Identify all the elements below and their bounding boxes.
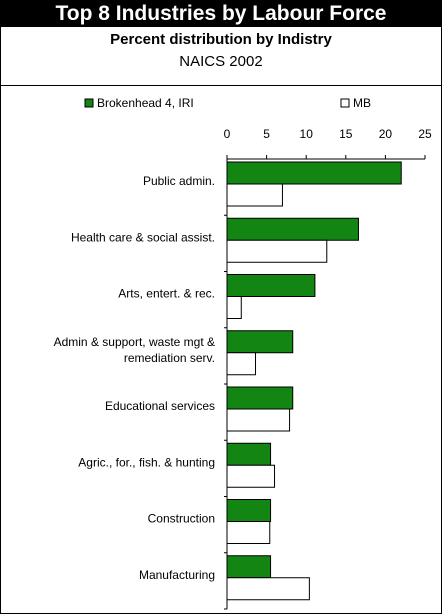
category-labels: Public admin. Health care & social assist… — [54, 174, 215, 582]
x-tick-label: 20 — [379, 127, 393, 141]
bar-mb — [226, 521, 271, 544]
bar-mb — [226, 577, 310, 601]
x-tick-label: 15 — [339, 127, 353, 141]
category-label: Admin & support, waste mgt & — [54, 335, 215, 349]
bar-mb — [226, 183, 283, 207]
legend-label-1: Brokenhead 4, IRI — [97, 96, 194, 110]
category-label: Construction — [148, 512, 215, 526]
bar-brokenhead — [226, 555, 272, 579]
legend-swatch-1 — [84, 98, 94, 108]
bar-brokenhead — [226, 442, 272, 466]
bar-mb — [226, 296, 242, 319]
x-tick-label: 10 — [300, 127, 314, 141]
category-label: remediation serv. — [124, 351, 215, 365]
bar-chart: Brokenhead 4, IRI MB 0 5 10 15 20 25 Public ad… — [54, 96, 432, 610]
bar-mb — [226, 408, 291, 432]
category-label: Educational services — [105, 399, 215, 413]
category-label: Public admin. — [143, 174, 215, 188]
title-band — [1, 1, 441, 27]
x-tick-label: 25 — [418, 127, 432, 141]
category-label: Arts, entert. & rec. — [118, 287, 215, 301]
category-label: Agric., for., fish. & hunting — [78, 455, 215, 469]
legend-label-2: MB — [353, 96, 371, 110]
x-axis: 0 5 10 15 20 25 — [224, 127, 432, 160]
chart-subtitle: Percent distribution by Indistry — [110, 31, 332, 48]
header-divider — [1, 85, 441, 86]
x-tick-label: 5 — [263, 127, 270, 141]
bar-brokenhead — [226, 499, 272, 522]
bars — [226, 161, 402, 601]
bar-brokenhead — [226, 161, 402, 185]
chart-title: Top 8 Industries by Labour Force — [55, 2, 387, 25]
bar-brokenhead — [226, 330, 294, 354]
category-label: Manufacturing — [139, 568, 215, 582]
x-tick-label: 0 — [224, 127, 231, 141]
legend: Brokenhead 4, IRI MB — [84, 96, 371, 110]
bar-brokenhead — [226, 217, 359, 241]
category-label: Health care & social assist. — [71, 230, 215, 244]
bar-brokenhead — [226, 274, 316, 297]
chart-subtitle-naics: NAICS 2002 — [179, 53, 263, 70]
bar-mb — [226, 352, 257, 376]
bar-mb — [226, 464, 276, 488]
bar-mb — [226, 239, 328, 263]
legend-swatch-2 — [340, 98, 350, 108]
bar-brokenhead — [226, 386, 294, 410]
